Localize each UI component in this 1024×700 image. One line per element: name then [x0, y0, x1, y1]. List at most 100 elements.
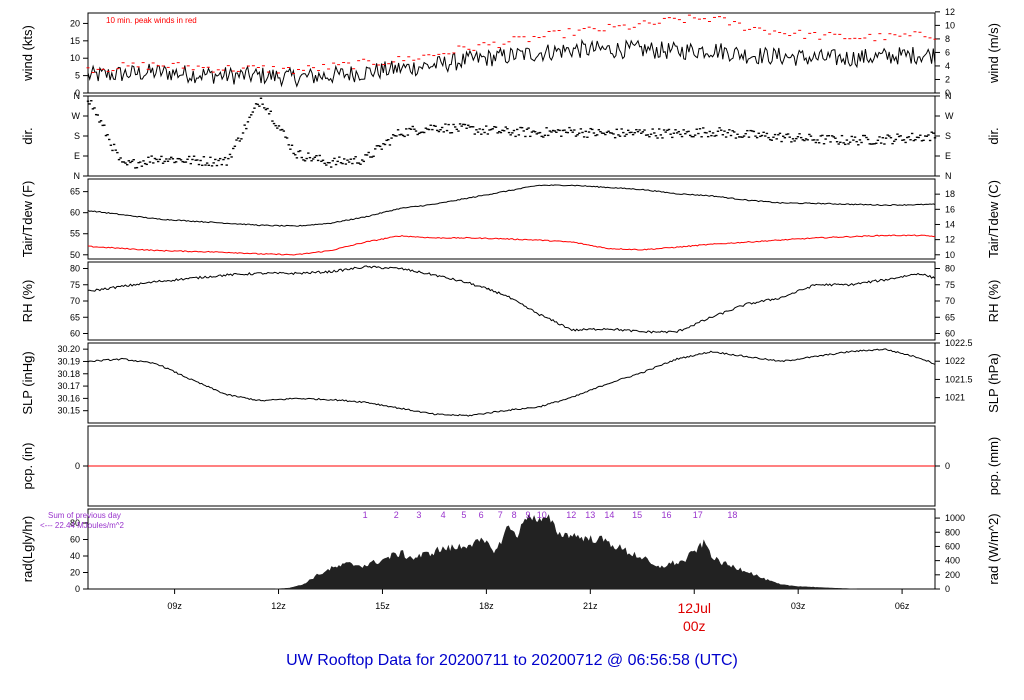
- slp-left-tick-label: 30.17: [57, 381, 80, 391]
- slp-right-tick-label: 1022: [945, 356, 965, 366]
- rad-hour-label: 15: [632, 510, 642, 520]
- pcp-ylabel: pcp. (in): [20, 443, 35, 490]
- rad-hour-label: 2: [394, 510, 399, 520]
- rad-hour-label: 1: [363, 510, 368, 520]
- wind-right-tick-label: 0: [945, 88, 950, 98]
- x-tick-label: 03z: [791, 601, 806, 611]
- rh-left-tick-label: 60: [70, 329, 80, 339]
- slp-right-tick-label: 1021: [945, 393, 965, 403]
- page-title: UW Rooftop Data for 20200711 to 20200712…: [286, 652, 738, 669]
- rh-ylabel-right: RH (%): [986, 280, 1001, 323]
- rh-right-tick-label: 70: [945, 296, 955, 306]
- rh-right-tick-label: 75: [945, 280, 955, 290]
- rad-hour-label: 8: [512, 510, 517, 520]
- slp-series-0: [87, 348, 936, 417]
- rad-hour-label: 4: [441, 510, 446, 520]
- panel-temp: 50 55 60 65 10 12 14 16 18 Tair/Tdew (F) Tair/Tdew…: [20, 178, 1001, 260]
- rad-hour-label: 9: [525, 510, 530, 520]
- rad-left-tick-label: 80: [70, 518, 80, 528]
- wind-right-tick-label: 2: [945, 74, 950, 84]
- wind-ylabel: wind (kts): [20, 25, 35, 82]
- rad-ylabel: rad(Lgly/hr): [20, 516, 35, 582]
- temp-left-tick-label: 50: [70, 250, 80, 260]
- rad-hour-label: 12: [566, 510, 576, 520]
- x-tick-label: 18z: [479, 601, 494, 611]
- dir-frame: [87, 95, 936, 177]
- panel-pcp: 0 0 pcp. (in) pcp. (mm): [20, 425, 1001, 507]
- rad-right-tick-label: 400: [945, 556, 960, 566]
- panel-slp: 30.15 30.16 30.17 30.18 30.19 30.20 1021 1021.5…: [20, 338, 1001, 424]
- temp-right-tick-label: 10: [945, 250, 955, 260]
- wind-right-tick-label: 8: [945, 34, 950, 44]
- wind-left-tick-label: 20: [70, 18, 80, 28]
- rh-ylabel: RH (%): [20, 280, 35, 323]
- rad-series-0: [275, 514, 858, 590]
- dir-right-tick-label: W: [945, 111, 954, 121]
- rad-left-tick-label: 60: [70, 535, 80, 545]
- wind-left-tick-label: 15: [70, 36, 80, 46]
- wind-left-tick-label: 10: [70, 53, 80, 63]
- dir-left-tick-label: N: [74, 171, 81, 181]
- dir-left-tick-label: E: [74, 151, 80, 161]
- dir-left-tick-label: N: [74, 91, 81, 101]
- slp-ylabel-right: SLP (hPa): [986, 353, 1001, 413]
- temp-ylabel: Tair/Tdew (F): [20, 181, 35, 258]
- slp-frame: [87, 342, 936, 424]
- wind-annotation: 10 min. peak winds in red: [106, 16, 197, 25]
- rh-right-tick-label: 80: [945, 264, 955, 274]
- rad-hour-label: 14: [604, 510, 614, 520]
- dir-series-0: [86, 97, 937, 169]
- rad-hour-label: 3: [416, 510, 421, 520]
- temp-right-tick-label: 18: [945, 189, 955, 199]
- slp-left-tick-label: 30.15: [57, 406, 80, 416]
- rad-right-tick-label: 600: [945, 541, 960, 551]
- rad-hour-label: 10: [537, 510, 547, 520]
- rh-left-tick-label: 80: [70, 264, 80, 274]
- dir-left-tick-label: W: [72, 111, 81, 121]
- rh-left-tick-label: 65: [70, 312, 80, 322]
- temp-right-tick-label: 16: [945, 204, 955, 214]
- temp-ylabel-right: Tair/Tdew (C): [986, 180, 1001, 258]
- wind-left-tick-label: 0: [75, 88, 80, 98]
- rad-hour-label: 18: [727, 510, 737, 520]
- rad-right-tick-label: 800: [945, 527, 960, 537]
- wind-series-0: [87, 38, 936, 88]
- x-tick-label: 12z: [271, 601, 286, 611]
- rh-series-0: [87, 265, 936, 334]
- temp-left-tick-label: 55: [70, 229, 80, 239]
- x-tick-label: 15z: [375, 601, 390, 611]
- panel-wind: 0 5 10 15 20 0 2 4 6 8 10 12 wind (kts) wind (m/s) 10 …: [20, 7, 1001, 98]
- slp-left-tick-label: 30.20: [57, 344, 80, 354]
- wind-right-tick-label: 6: [945, 47, 950, 57]
- dir-ylabel-right: dir.: [986, 127, 1001, 144]
- temp-series-tair: [87, 184, 936, 227]
- rad-hour-label: 5: [461, 510, 466, 520]
- rad-sum-text: Sum of previous day: [48, 511, 121, 520]
- panel-rh: 60 65 70 75 80 60 65 70 75 80 RH (%) RH (%): [20, 261, 1001, 341]
- rh-frame: [87, 261, 936, 341]
- rh-left-tick-label: 70: [70, 296, 80, 306]
- rad-hour-label: 7: [498, 510, 503, 520]
- x-tick-label: 21z: [583, 601, 598, 611]
- x-tick-label: 06z: [895, 601, 910, 611]
- wind-left-tick-label: 5: [75, 71, 80, 81]
- wind-series-1: [86, 14, 937, 74]
- rad-left-tick-label: 40: [70, 551, 80, 561]
- pcp-ylabel-right: pcp. (mm): [986, 437, 1001, 496]
- rad-hour-label: 6: [479, 510, 484, 520]
- rad-left-tick-label: 20: [70, 568, 80, 578]
- rad-hour-label: 16: [662, 510, 672, 520]
- wind-frame: [87, 12, 936, 94]
- slp-ylabel: SLP (inHg): [20, 351, 35, 414]
- x-tick-label: 12Jul: [678, 600, 711, 616]
- temp-left-tick-label: 65: [70, 187, 80, 197]
- dir-ylabel: dir.: [20, 127, 35, 144]
- rad-sum-value: <--- 22.44 MJoules/m^2: [40, 521, 125, 530]
- temp-left-tick-label: 60: [70, 208, 80, 218]
- pcp-right-tick-label: 0: [945, 461, 950, 471]
- slp-left-tick-label: 30.16: [57, 393, 80, 403]
- temp-series-tdew: [87, 234, 936, 256]
